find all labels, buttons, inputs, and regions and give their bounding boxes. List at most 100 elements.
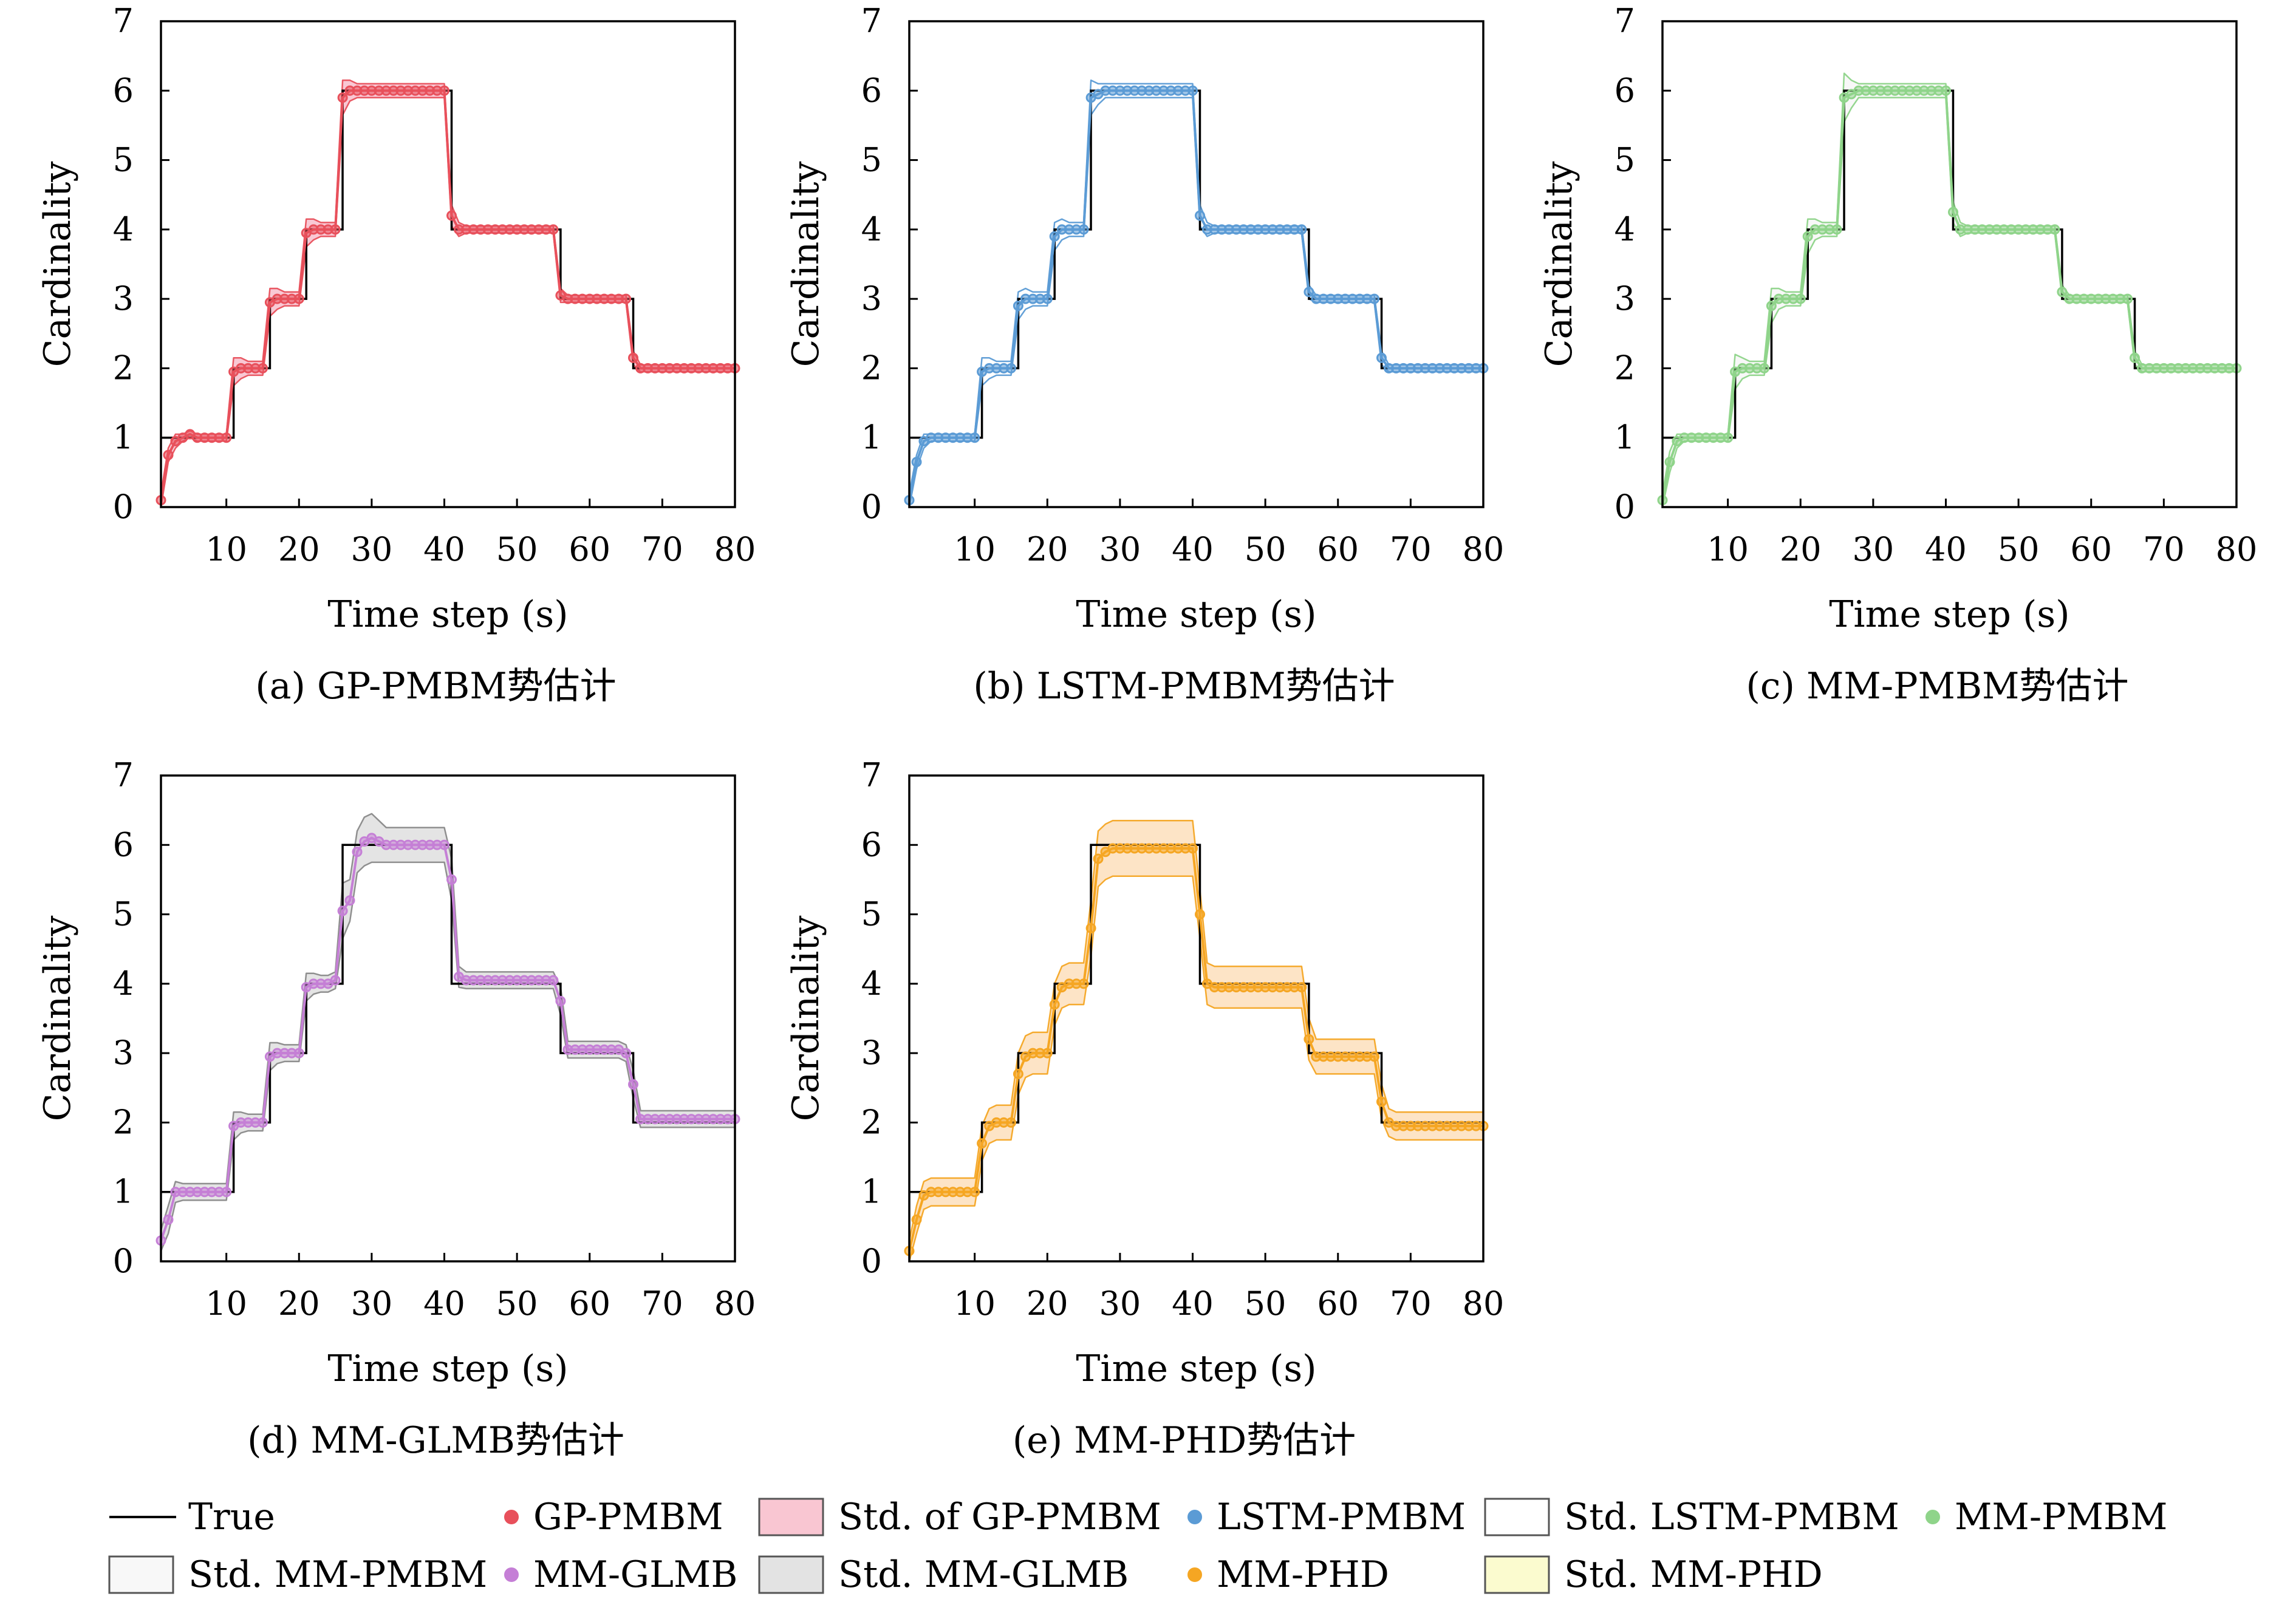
y-tick-label: 2 — [861, 1103, 882, 1141]
x-tick-label: 50 — [1998, 530, 2040, 568]
legend-item: Std. MM-PHD — [1484, 1553, 1823, 1596]
x-axis-label: Time step (s) — [327, 593, 568, 636]
estimate-point — [293, 293, 304, 304]
x-tick-label: 60 — [1317, 1284, 1359, 1323]
x-tick-label: 40 — [423, 1284, 465, 1323]
legend-label: Std. MM-PMBM — [188, 1553, 487, 1596]
x-axis-label: Time step (s) — [327, 1348, 568, 1390]
y-tick-label: 3 — [861, 1034, 882, 1072]
estimate-point — [1795, 293, 1806, 304]
estimate-point — [1013, 1068, 1023, 1079]
estimate-point — [911, 457, 922, 468]
estimate-markers — [904, 85, 1489, 506]
y-tick-label: 3 — [113, 1034, 134, 1072]
y-tick-label: 7 — [1614, 2, 1635, 40]
estimate-markers — [904, 843, 1489, 1256]
estimate-point — [1664, 457, 1675, 468]
y-tick-label: 2 — [1614, 349, 1635, 387]
estimate-line — [160, 89, 735, 500]
legend-item: Std. MM-GLMB — [758, 1553, 1129, 1596]
estimate-point — [548, 224, 559, 235]
legend-label: MM-GLMB — [533, 1553, 737, 1596]
x-tick-label: 10 — [1707, 530, 1749, 568]
estimate-point — [969, 1187, 980, 1198]
legend-label: GP-PMBM — [533, 1496, 723, 1538]
estimate-point — [969, 432, 980, 443]
estimate-point — [548, 975, 559, 986]
x-tick-label: 10 — [954, 530, 996, 568]
panel-caption: (b) LSTM-PMBM势估计 — [973, 665, 1395, 707]
legend-marker-swatch — [1187, 1510, 1202, 1524]
legend-label: Std. MM-GLMB — [838, 1553, 1129, 1596]
estimate-point — [2122, 293, 2133, 304]
y-tick-label: 4 — [861, 210, 882, 248]
y-tick-label: 2 — [861, 349, 882, 387]
estimate-point — [258, 1117, 268, 1128]
estimate-point — [337, 92, 348, 103]
estimate-point — [1049, 231, 1060, 242]
legend-marker-swatch — [504, 1567, 519, 1582]
estimate-point — [628, 352, 638, 363]
y-tick-label: 1 — [861, 418, 882, 457]
estimate-point — [221, 1187, 232, 1198]
estimate-point — [1049, 999, 1060, 1010]
y-tick-label: 0 — [861, 488, 882, 526]
estimate-point — [1187, 85, 1198, 96]
legend-label: Std. LSTM-PMBM — [1564, 1496, 1899, 1538]
y-tick-label: 4 — [861, 964, 882, 1003]
estimate-point — [293, 1048, 304, 1059]
x-tick-label: 80 — [1463, 530, 1505, 568]
x-tick-label: 10 — [205, 1284, 247, 1323]
y-tick-label: 0 — [861, 1242, 882, 1280]
x-tick-label: 70 — [1390, 1284, 1432, 1323]
legend-item: MM-GLMB — [504, 1553, 737, 1596]
x-tick-label: 30 — [1099, 1284, 1141, 1323]
x-axis-label: Time step (s) — [1829, 593, 2069, 636]
y-tick-label: 5 — [861, 895, 882, 933]
y-axis-label: Cardinality — [785, 162, 827, 367]
x-tick-label: 10 — [954, 1284, 996, 1323]
estimate-point — [1303, 287, 1314, 298]
estimate-point — [1078, 978, 1089, 989]
y-tick-label: 2 — [113, 1103, 134, 1141]
x-tick-label: 60 — [1317, 530, 1359, 568]
legend-item: Std. MM-PMBM — [108, 1553, 487, 1596]
y-tick-label: 5 — [113, 895, 134, 933]
true-cardinality-line — [161, 844, 735, 1193]
estimate-point — [621, 1048, 632, 1059]
x-tick-label: 50 — [496, 530, 538, 568]
x-tick-label: 40 — [423, 530, 465, 568]
x-tick-label: 70 — [641, 1284, 683, 1323]
chart-panel-2: 10 20 30 40 50 60 70 80 0 1 2 3 4 5 6 7 Time step (s) Car… — [785, 2, 1504, 707]
estimate-line — [160, 836, 735, 1241]
y-tick-label: 6 — [861, 71, 882, 109]
estimate-point — [344, 895, 355, 906]
y-tick-label: 1 — [113, 418, 134, 457]
chart-panel-3: 10 20 30 40 50 60 70 80 0 1 2 3 4 5 6 7 Time step (s) Car… — [1538, 2, 2257, 707]
legend-label: MM-PHD — [1217, 1553, 1389, 1596]
estimate-point — [1376, 1096, 1387, 1107]
estimate-markers — [155, 833, 740, 1246]
y-tick-label: 4 — [113, 210, 134, 248]
y-tick-label: 5 — [1614, 141, 1635, 179]
legend-patch-swatch — [758, 1498, 824, 1536]
y-tick-label: 1 — [1614, 418, 1635, 457]
legend-item: True — [109, 1496, 275, 1538]
estimate-point — [1093, 853, 1104, 864]
y-tick-label: 5 — [861, 141, 882, 179]
estimate-point — [1369, 293, 1380, 304]
estimate-point — [439, 85, 449, 96]
estimate-point — [621, 293, 632, 304]
estimate-point — [1042, 1048, 1053, 1059]
y-tick-label: 2 — [113, 349, 134, 387]
y-tick-label: 7 — [113, 2, 134, 40]
x-tick-label: 60 — [2070, 530, 2112, 568]
legend-item: MM-PHD — [1187, 1553, 1389, 1596]
x-tick-label: 30 — [1099, 530, 1141, 568]
estimate-point — [1948, 206, 1958, 217]
estimate-point — [628, 1079, 638, 1090]
y-tick-label: 7 — [861, 2, 882, 40]
estimate-point — [1303, 1034, 1314, 1045]
x-tick-label: 40 — [1172, 1284, 1214, 1323]
legend-item: Std. of GP-PMBM — [758, 1496, 1161, 1538]
